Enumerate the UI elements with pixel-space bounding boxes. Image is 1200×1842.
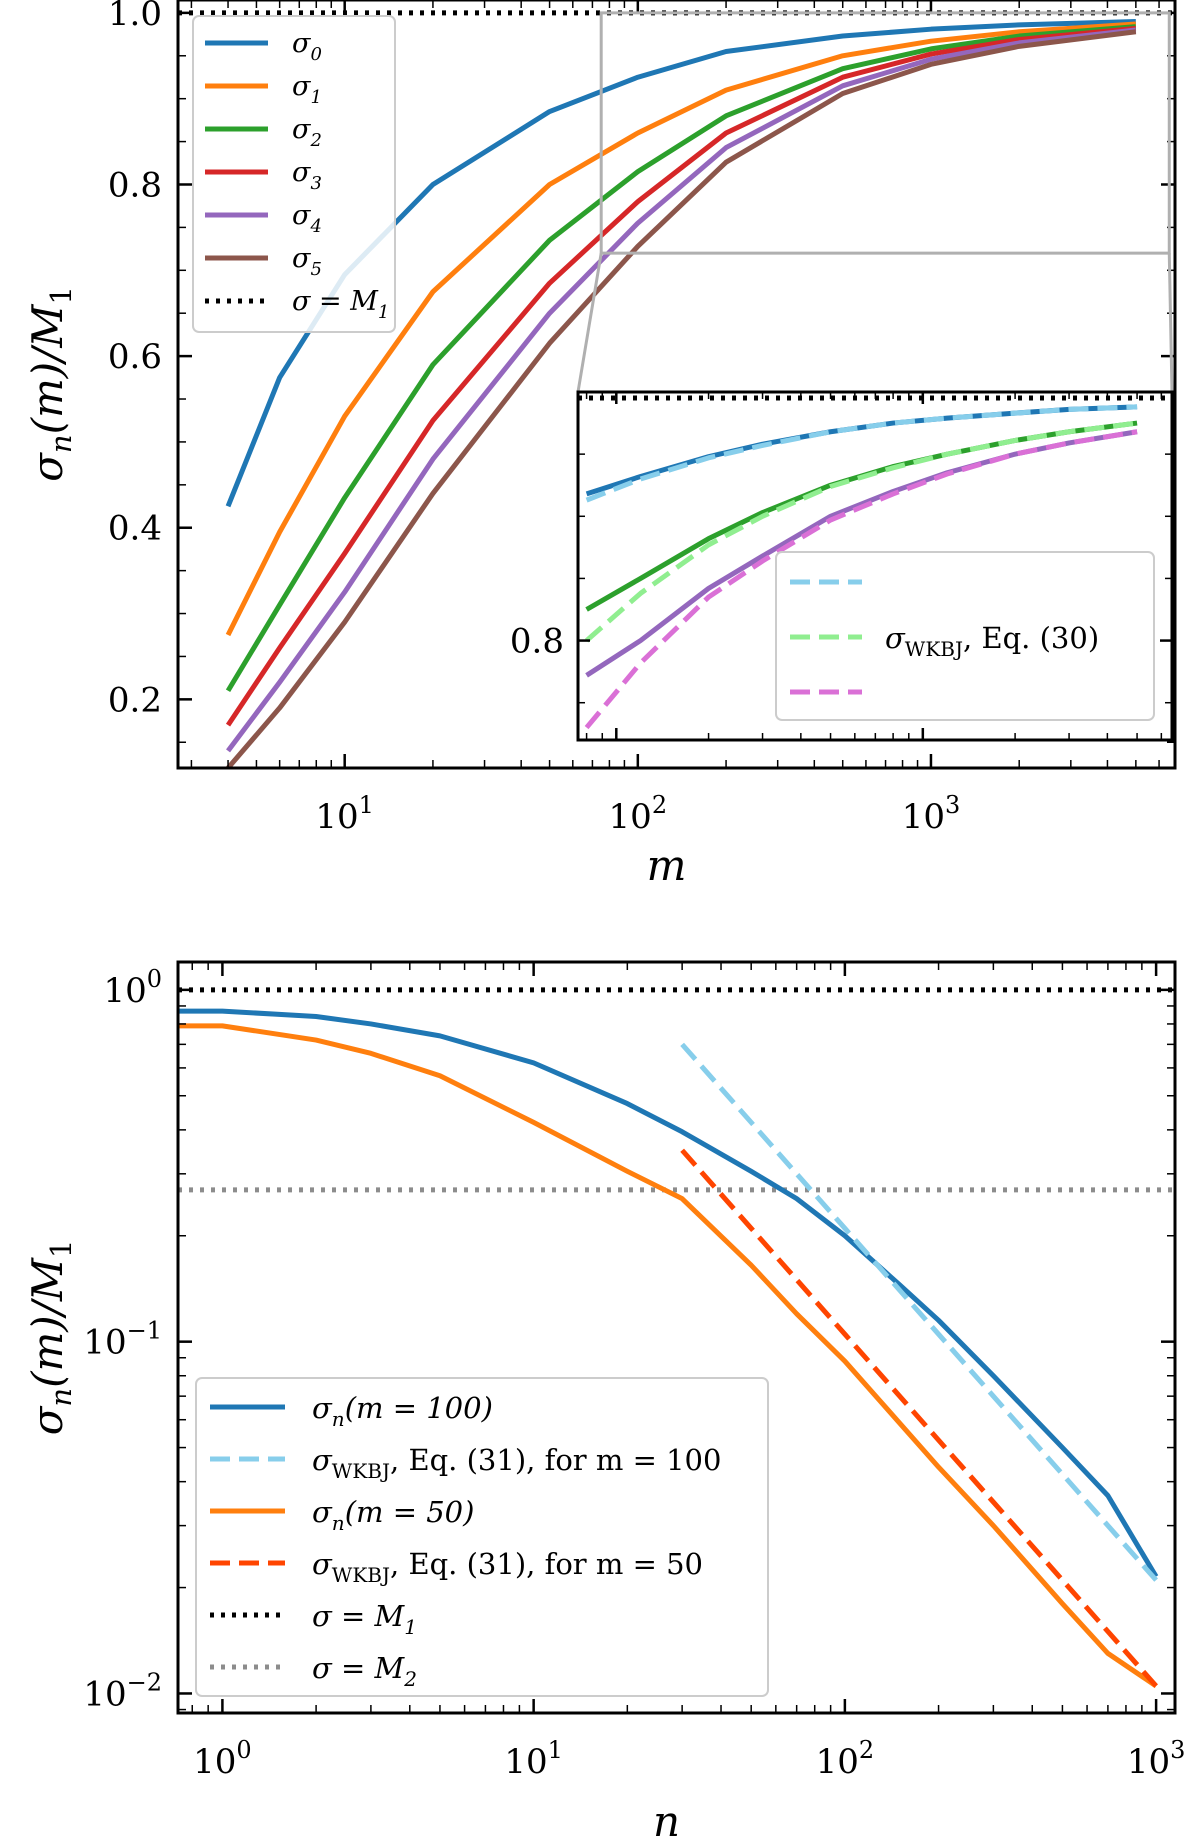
top-axes-frame (176, 0, 1177, 770)
bottom-series-2 (178, 1023, 1158, 1689)
bottom-plot-area (178, 987, 1175, 1689)
bottom-panel: 100 101 102 103 100 10−1 10−2 n σn(m)/M1 σn(m = 1… (23, 960, 1186, 1842)
bottom-legend-label: σn(m = 100) (312, 1391, 493, 1431)
bottom-y-tick-label: 10−1 (83, 1317, 162, 1363)
top-y-axis-label: σn(m)/M1 (23, 286, 78, 482)
bottom-series-1 (680, 1042, 1158, 1582)
top-y-tick-label: 0.4 (108, 509, 162, 549)
top-series-sigma5 (226, 29, 1137, 770)
top-legend: σ0 σ1 σ2 σ3 σ4 σ5 σ = M1 (192, 15, 396, 333)
bottom-x-tick-label: 102 (816, 1736, 875, 1782)
inset-y-tick-label: 0.8 (510, 622, 564, 662)
top-zoom-connector (1167, 253, 1174, 393)
bottom-legend-label: σn(m = 50) (312, 1495, 474, 1535)
bottom-legend-label: σ = M1 (312, 1599, 417, 1639)
top-series-sigma1 (225, 21, 1137, 637)
top-y-tick-label: 0.8 (108, 165, 162, 205)
top-legend-box (192, 15, 396, 333)
top-y-tick-label: 1.0 (108, 0, 162, 34)
inset-wkbj-series (585, 404, 1138, 503)
bottom-y-tick-label: 10−2 (83, 1668, 162, 1714)
top-series-sigma4 (226, 27, 1137, 753)
top-panel: 101 102 1030.20.40.60.81.0mσn(m)/M1σ0σ1σ2σ… (23, 0, 1177, 890)
bottom-y-axis-label: σn(m)/M1 (23, 1240, 78, 1436)
top-x-tick-label: 101 (315, 791, 374, 837)
top-legend-label: σ5 (292, 243, 322, 280)
bottom-legend-label: σWKBJ, Eq. (31), for m = 100 (312, 1443, 721, 1483)
inset-legend-box (775, 551, 1155, 721)
bottom-ticks (178, 962, 1175, 1713)
bottom-y-tick-label: 100 (103, 965, 162, 1011)
bottom-legend-label: σ = M2 (312, 1651, 417, 1691)
inset-legend: σWKBJ, Eq. (30) (775, 551, 1155, 721)
top-legend-label: σ2 (292, 114, 322, 151)
top-legend-label: σ0 (292, 28, 322, 65)
top-legend-label: σ = M1 (292, 286, 389, 323)
top-legend-label: σ1 (292, 71, 322, 108)
top-inset: 0.8 σWKBJ, Eq. (30) (510, 390, 1174, 742)
bottom-series-3 (680, 1148, 1158, 1688)
inset-solid-series (585, 429, 1138, 678)
top-x-tick-label: 103 (902, 791, 961, 837)
top-y-tick-label: 0.6 (108, 337, 162, 377)
bottom-legend-label: σWKBJ, Eq. (31), for m = 50 (312, 1547, 703, 1587)
bottom-x-tick-label: 103 (1127, 1736, 1186, 1782)
top-series-sigma2 (225, 24, 1137, 693)
top-zoom-region (599, 11, 1171, 255)
bottom-legend: σn(m = 100) σWKBJ, Eq. (31), for m = 100 σ… (195, 1377, 769, 1697)
inset-legend-label: σWKBJ, Eq. (30) (885, 621, 1099, 661)
bottom-series-0 (178, 1008, 1159, 1578)
bottom-axes-frame (176, 960, 1177, 1715)
bottom-x-axis-label: n (653, 1797, 680, 1842)
top-y-tick-label: 0.2 (108, 680, 162, 720)
top-x-axis-label: m (647, 841, 687, 890)
top-x-tick-label: 102 (609, 791, 668, 837)
inset-wkbj-series (584, 420, 1138, 643)
bottom-legend-box (195, 1377, 769, 1697)
top-legend-label: σ3 (292, 157, 322, 194)
top-series-sigma3 (225, 25, 1137, 727)
inset-wkbj-series (584, 429, 1138, 730)
top-legend-label: σ4 (292, 200, 322, 237)
bottom-x-tick-label: 100 (193, 1736, 252, 1782)
top-zoom-connector (576, 252, 603, 393)
bottom-x-tick-label: 101 (504, 1736, 563, 1782)
